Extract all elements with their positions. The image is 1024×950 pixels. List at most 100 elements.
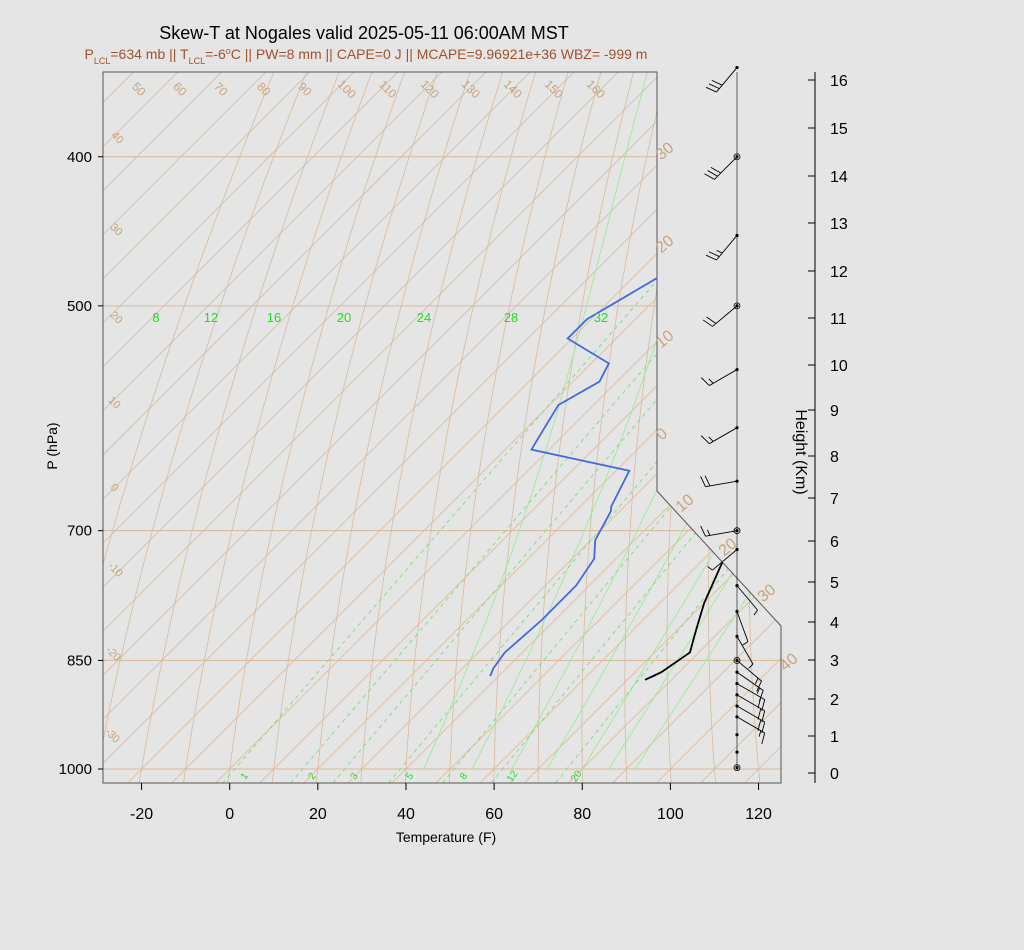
dry-adiabat <box>980 0 1024 833</box>
height-tick-label: 2 <box>830 692 839 709</box>
dry-adiabat <box>581 72 781 783</box>
wind-barb-full <box>708 83 720 90</box>
height-tick-label: 14 <box>830 169 848 186</box>
wind-barb <box>735 634 754 669</box>
wind-barb <box>733 657 762 692</box>
subtitle-part: =634 mb || T <box>110 46 189 62</box>
dry-adiabat <box>357 72 781 783</box>
subtitle-part: LCL <box>94 56 111 66</box>
mixing-ratio-label: 3 <box>349 771 361 782</box>
moist-adiabat-top-label: 8 <box>152 310 159 325</box>
wind-barb-full <box>761 721 766 734</box>
height-tick-label: 15 <box>830 121 848 138</box>
isotherm <box>103 72 781 783</box>
wind-barb-station-circle <box>733 657 741 664</box>
y-tick-label: 850 <box>67 652 92 669</box>
height-tick-label: 8 <box>830 449 839 466</box>
wind-barb-full <box>757 708 762 720</box>
wind-barb-half <box>748 663 754 669</box>
wind-barb-staff <box>736 636 754 665</box>
wind-barb-full <box>761 732 766 745</box>
isotherm <box>253 72 781 783</box>
wind-barb-full <box>700 525 706 537</box>
dry-adiabat <box>176 72 781 783</box>
height-axis-label: Height (Km) <box>792 409 809 494</box>
dry-adiabat <box>829 0 1024 833</box>
wind-barb <box>733 764 741 772</box>
moist-adiabat-top-label: 32 <box>594 310 608 325</box>
temperature-line <box>644 72 781 681</box>
isotherm <box>209 72 781 783</box>
isotherm <box>386 72 781 783</box>
isotherm-label: 120 <box>418 77 442 101</box>
moist-adiabat <box>471 72 781 770</box>
x-tick-label: -20 <box>130 806 153 823</box>
isotherm <box>103 72 781 783</box>
x-tick-label: 0 <box>225 806 234 823</box>
isotherm <box>103 72 781 783</box>
wind-barb-staff <box>705 530 738 537</box>
dry-adiabat <box>1016 0 1024 833</box>
x-tick-label: 80 <box>573 806 591 823</box>
isotherm <box>342 72 781 783</box>
isotherm-label: 10 <box>106 394 123 411</box>
wind-barb-half <box>742 641 749 646</box>
isotherm <box>474 72 781 783</box>
subtitle-part: LCL <box>189 56 206 66</box>
isotherm <box>738 72 781 783</box>
mixing-ratio-line <box>316 156 781 783</box>
dry-adiabat <box>131 72 781 783</box>
dry-adiabat <box>624 72 781 783</box>
wind-barb-half <box>708 436 714 442</box>
isotherm <box>694 72 781 783</box>
isotherm <box>103 72 781 783</box>
wind-barb-full <box>700 476 706 487</box>
height-tick-label: 4 <box>830 615 839 632</box>
isotherm <box>103 72 781 783</box>
subtitle-part: o <box>226 46 231 56</box>
x-tick-label: 40 <box>397 806 415 823</box>
height-tick-label: 7 <box>830 491 839 508</box>
wind-barb-full <box>761 710 766 723</box>
dry-adiabat <box>867 0 1024 833</box>
moist-adiabat-top-label: 12 <box>204 310 218 325</box>
y-tick-label: 700 <box>67 523 92 540</box>
wind-barb-half <box>708 378 714 384</box>
isotherm-label: 130 <box>459 77 483 101</box>
wind-barb <box>735 681 766 711</box>
moist-adiabat-top-label: 28 <box>504 310 518 325</box>
y-tick-label: 1000 <box>59 761 92 778</box>
wind-barb-staff <box>716 235 738 261</box>
isotherm-label: 110 <box>376 77 400 101</box>
wind-barb-station-dot <box>735 766 739 770</box>
wind-barb-station-circle <box>733 153 741 161</box>
isotherm <box>103 72 781 783</box>
y-tick-label: 400 <box>67 149 92 166</box>
isotherm <box>103 72 781 783</box>
wind-barb-staff <box>712 549 738 571</box>
subtitle-part: C || PW=8 mm || CAPE=0 J || MCAPE=9.9692… <box>231 46 648 62</box>
dry-adiabat <box>789 0 1024 833</box>
isotherm <box>783 0 1024 833</box>
wind-barb-full <box>706 316 717 324</box>
chart-subtitle: PLCL=634 mb || TLCL=-6oC || PW=8 mm || C… <box>85 46 648 66</box>
isotherm <box>871 0 1024 833</box>
isotherm <box>103 72 781 783</box>
moist-adiabat <box>608 72 781 770</box>
plot-border <box>102 71 782 784</box>
y-tick-label: 500 <box>67 298 92 315</box>
wind-barb <box>735 715 766 745</box>
x-tick-label: 20 <box>309 806 327 823</box>
wind-barb <box>735 693 766 723</box>
wind-barb-full <box>705 254 717 261</box>
isotherm <box>103 72 781 783</box>
wind-barb-staff <box>705 480 738 488</box>
isotherm <box>121 72 781 783</box>
wind-barb-staff <box>716 67 738 93</box>
wind-barb-staff <box>709 369 738 386</box>
wind-barb-full <box>705 86 717 93</box>
wind-barb-full <box>710 166 721 174</box>
chart-title: Skew-T at Nogales valid 2025-05-11 06:00… <box>159 23 569 43</box>
mixing-ratio-line <box>206 156 765 783</box>
